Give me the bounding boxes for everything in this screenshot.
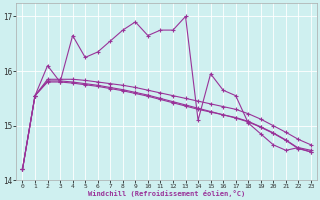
X-axis label: Windchill (Refroidissement éolien,°C): Windchill (Refroidissement éolien,°C)	[88, 190, 245, 197]
